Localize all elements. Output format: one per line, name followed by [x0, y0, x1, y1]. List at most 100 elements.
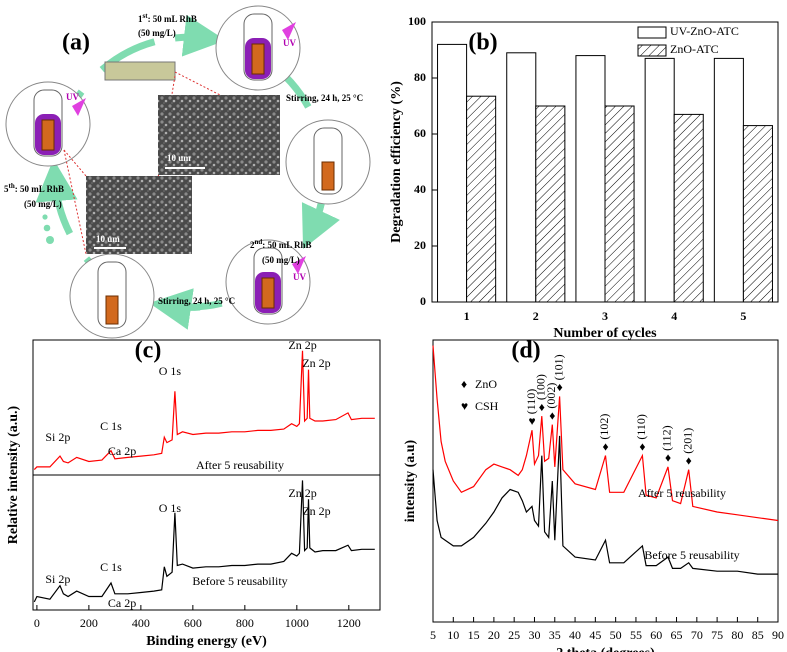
diagram: (a) 1st: 50 mL RhB (50 mg/L) 2nd: 50 mL …: [4, 5, 371, 339]
scale-label: 10 um: [96, 234, 120, 244]
bar: [575, 55, 606, 303]
peak-label: Zn 2p: [288, 338, 316, 352]
peak-index: (110): [524, 389, 538, 415]
bar: [466, 95, 497, 303]
callout-line: [157, 75, 176, 179]
step-label: 2nd: 50 mL RhB: [250, 238, 312, 250]
cycle-arrow: [301, 199, 340, 250]
series-line: [432, 345, 779, 522]
x-tick-label: 20: [488, 628, 500, 642]
sem-image: [86, 176, 192, 254]
peak-label: Si 2p: [45, 572, 70, 586]
x-tick-label: 65: [671, 628, 683, 642]
x-tick-label: 2: [533, 309, 539, 323]
ordinal-suffix: th: [9, 182, 15, 190]
uv-label: UV: [283, 38, 296, 48]
bar: [713, 57, 744, 303]
legend-label: UV-ZnO-ATC: [670, 24, 739, 38]
y-tick-label: 40: [414, 182, 426, 196]
panel-label: (d): [511, 338, 540, 364]
x-tick-label: 75: [711, 628, 723, 642]
x-tick-label: 15: [468, 628, 480, 642]
peak-index: (100): [534, 374, 548, 400]
x-tick-label: 10: [447, 628, 459, 642]
peak-label: C 1s: [100, 419, 122, 433]
uv-label: UV: [66, 92, 79, 102]
peak-index: (102): [597, 414, 611, 440]
peak-index: (002): [544, 383, 558, 409]
x-tick-label: 35: [549, 628, 561, 642]
x-tick-label: 3: [602, 309, 608, 323]
step-label: 1st: 50 mL RhB: [138, 12, 197, 24]
peak-symbol: ♦: [639, 439, 645, 453]
x-tick-label: 55: [630, 628, 642, 642]
bar: [604, 105, 635, 303]
plot-frame: [432, 339, 779, 623]
y-tick-label: 80: [414, 70, 426, 84]
legend-symbol: ♥: [461, 399, 468, 413]
legend-swatch: [637, 26, 667, 39]
peak-label: Ca 2p: [108, 596, 136, 610]
x-tick-label: 800: [236, 616, 254, 630]
series-label: Before 5 reusability: [644, 548, 739, 562]
peak-index: (101): [551, 354, 565, 380]
concentration: (50 mg/L): [24, 199, 62, 209]
peak-symbol: ♦: [539, 400, 545, 414]
x-tick-label: 5: [430, 628, 436, 642]
bar: [673, 113, 704, 303]
peak-symbol: ♦: [557, 380, 563, 394]
x-tick-label: 90: [772, 628, 784, 642]
series-label: After 5 reusability: [638, 486, 726, 500]
step-label: 5th: 50 mL RhB: [4, 182, 64, 194]
bar: [742, 125, 773, 303]
x-tick-label: 1: [464, 309, 470, 323]
series-label: Before 5 reusability: [192, 574, 287, 588]
ordinal-suffix: st: [143, 12, 149, 20]
peak-label: O 1s: [159, 501, 182, 515]
cycle-arrow: [174, 14, 226, 57]
x-tick-label: 40: [569, 628, 581, 642]
cycle-arrow: [149, 288, 201, 330]
legend-symbol: ♦: [461, 377, 467, 391]
peak-label: C 1s: [100, 560, 122, 574]
condition: Stirring, 24 h, 25 °C: [158, 296, 235, 306]
y-axis-title: Degradation efficiency (%): [389, 81, 404, 243]
series-line: [33, 480, 375, 603]
peak-index: (110): [634, 414, 648, 440]
station: [215, 5, 301, 91]
callout-line: [63, 149, 87, 177]
step-text: : 50 mL RhB: [148, 14, 197, 24]
x-tick-label: 70: [691, 628, 703, 642]
peak-symbol: ♦: [665, 451, 671, 465]
sem-image: [158, 95, 280, 175]
station: [5, 81, 91, 167]
panel-label: (b): [468, 30, 497, 56]
x-tick-label: 50: [610, 628, 622, 642]
concentration: (50 mg/L): [138, 28, 176, 38]
station: [225, 239, 311, 325]
ordinal: 1: [138, 14, 143, 24]
x-axis-title: Binding energy (eV): [146, 634, 267, 649]
peak-label: Zn 2p: [302, 356, 330, 370]
x-tick-label: 60: [650, 628, 662, 642]
condition: Stirring, 24 h, 25 °C: [286, 93, 363, 103]
panel-label: (a): [62, 30, 90, 56]
ordinal: 2: [250, 240, 255, 250]
peak-label: Ca 2p: [108, 444, 136, 458]
peak-label: O 1s: [159, 364, 182, 378]
bar: [535, 105, 566, 303]
x-tick-label: 5: [740, 309, 746, 323]
step-text: : 50 mL RhB: [262, 240, 311, 250]
y-tick-label: 20: [414, 238, 426, 252]
peak-symbol: ♦: [686, 453, 692, 467]
y-axis-title: Relative intensity (a.u.): [6, 405, 21, 544]
series-line: [33, 350, 375, 471]
ordinal: 5: [4, 184, 9, 194]
x-tick-label: 4: [671, 309, 677, 323]
peak-label: Si 2p: [45, 430, 70, 444]
x-tick-label: 0: [34, 616, 40, 630]
station: [69, 253, 155, 339]
bar: [506, 52, 537, 303]
peak-label: Zn 2p: [288, 486, 316, 500]
